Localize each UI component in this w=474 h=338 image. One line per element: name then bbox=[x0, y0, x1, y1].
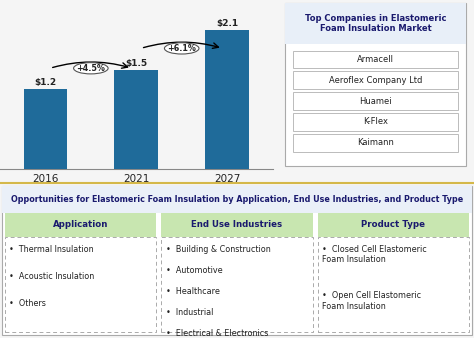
Text: Application: Application bbox=[53, 220, 108, 230]
FancyBboxPatch shape bbox=[318, 237, 469, 332]
Bar bbox=[24, 90, 67, 169]
Text: •  Automotive: • Automotive bbox=[166, 266, 222, 275]
Text: $2.1: $2.1 bbox=[216, 19, 238, 28]
Text: •  Electrical & Electronics: • Electrical & Electronics bbox=[166, 329, 268, 338]
Text: +6.1%: +6.1% bbox=[167, 44, 196, 53]
Text: •  Healthcare: • Healthcare bbox=[166, 287, 220, 296]
FancyBboxPatch shape bbox=[285, 3, 466, 44]
FancyBboxPatch shape bbox=[161, 237, 313, 332]
FancyBboxPatch shape bbox=[293, 72, 458, 89]
Text: •  Open Cell Elastomeric
Foam Insulation: • Open Cell Elastomeric Foam Insulation bbox=[322, 291, 421, 311]
Text: $1.2: $1.2 bbox=[34, 78, 56, 88]
Text: Top Companies in Elastomeric
Foam Insulation Market: Top Companies in Elastomeric Foam Insula… bbox=[305, 14, 447, 33]
Text: •  Thermal Insulation: • Thermal Insulation bbox=[9, 245, 94, 254]
Text: Kaimann: Kaimann bbox=[357, 138, 394, 147]
Ellipse shape bbox=[164, 43, 199, 54]
FancyBboxPatch shape bbox=[161, 213, 313, 237]
FancyBboxPatch shape bbox=[5, 213, 156, 237]
Text: End Use Industries: End Use Industries bbox=[191, 220, 283, 230]
Text: Armacell: Armacell bbox=[357, 55, 394, 64]
Text: Opportunities for Elastomeric Foam Insulation by Application, End Use Industries: Opportunities for Elastomeric Foam Insul… bbox=[11, 195, 463, 204]
Bar bbox=[114, 70, 158, 169]
Text: Huamei: Huamei bbox=[359, 97, 392, 106]
Text: •  Building & Construction: • Building & Construction bbox=[166, 245, 271, 254]
Text: •  Others: • Others bbox=[9, 299, 46, 308]
Text: Source: Lucintel: Source: Lucintel bbox=[205, 197, 267, 206]
Text: K-Flex: K-Flex bbox=[363, 117, 388, 126]
FancyBboxPatch shape bbox=[285, 3, 466, 166]
FancyBboxPatch shape bbox=[2, 186, 472, 213]
FancyBboxPatch shape bbox=[2, 186, 472, 335]
Text: Aeroflex Company Ltd: Aeroflex Company Ltd bbox=[329, 76, 422, 85]
Text: •  Industrial: • Industrial bbox=[166, 308, 213, 317]
Bar bbox=[205, 30, 249, 169]
FancyBboxPatch shape bbox=[293, 113, 458, 131]
Text: •  Acoustic Insulation: • Acoustic Insulation bbox=[9, 272, 95, 281]
Text: Product Type: Product Type bbox=[361, 220, 426, 230]
Text: •  Closed Cell Elastomeric
Foam Insulation: • Closed Cell Elastomeric Foam Insulatio… bbox=[322, 245, 427, 264]
FancyBboxPatch shape bbox=[5, 237, 156, 332]
FancyBboxPatch shape bbox=[293, 92, 458, 110]
Text: +4.5%: +4.5% bbox=[76, 64, 105, 73]
Text: $1.5: $1.5 bbox=[125, 58, 147, 68]
FancyBboxPatch shape bbox=[293, 51, 458, 68]
FancyBboxPatch shape bbox=[293, 134, 458, 152]
Ellipse shape bbox=[73, 63, 108, 74]
FancyBboxPatch shape bbox=[318, 213, 469, 237]
